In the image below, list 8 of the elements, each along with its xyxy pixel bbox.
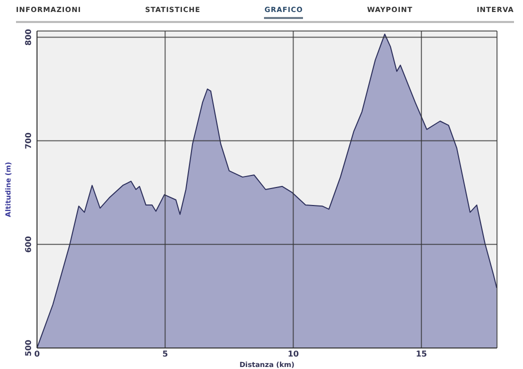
x-tick-label: 5 — [162, 350, 168, 359]
x-tick-label: 0 — [34, 350, 40, 359]
y-tick-label: 800 — [24, 28, 33, 46]
y-tick-label: 600 — [24, 236, 33, 253]
y-tick-label: 700 — [24, 132, 33, 150]
x-tick-label: 10 — [288, 350, 300, 359]
y-tick-label: 500 — [24, 339, 33, 356]
x-tick-label: 15 — [416, 350, 428, 359]
